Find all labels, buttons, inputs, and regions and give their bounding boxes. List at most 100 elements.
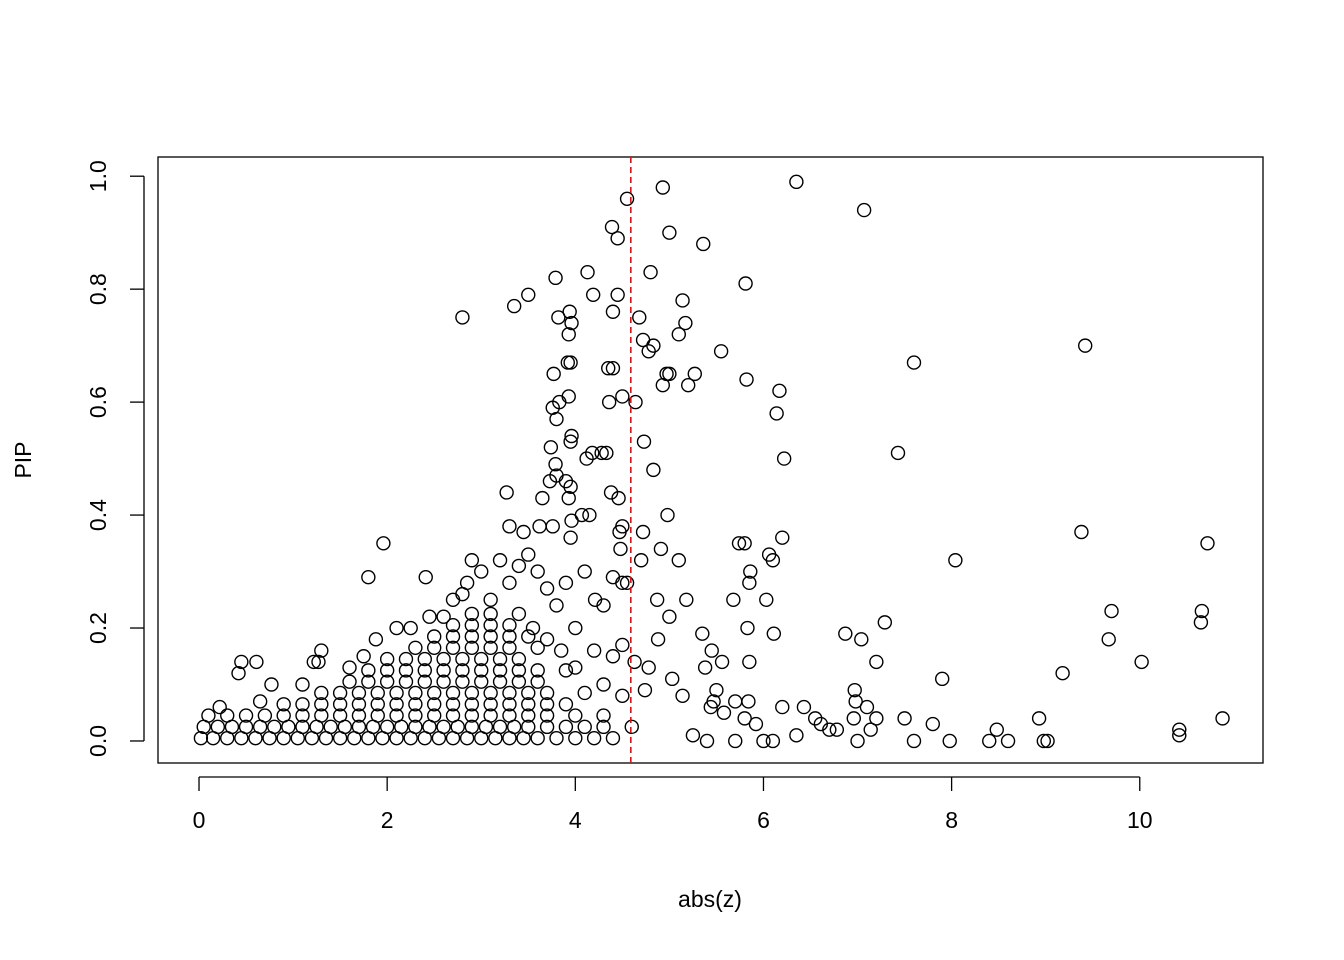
scatter-point	[580, 265, 595, 280]
scatter-point	[370, 697, 385, 712]
scatter-point	[376, 536, 391, 551]
scatter-point	[314, 643, 329, 658]
scatter-point	[743, 564, 758, 579]
scatter-point	[436, 651, 451, 667]
scatter-point	[596, 677, 611, 692]
y-tick-label: 0.6	[85, 386, 111, 418]
scatter-point	[558, 697, 574, 712]
scatter-point	[713, 344, 729, 359]
scatter-point	[474, 564, 489, 579]
scatter-point	[506, 298, 522, 314]
scatter-point	[982, 733, 997, 749]
scatter-point	[549, 730, 564, 746]
scatter-point	[662, 225, 677, 240]
scatter-point	[502, 685, 517, 701]
scatter-point	[418, 569, 433, 585]
scatter-point	[483, 640, 498, 655]
scatter-point	[714, 654, 730, 670]
scatter-point	[379, 651, 395, 667]
scatter-point	[726, 592, 741, 607]
scatter-point	[637, 682, 653, 698]
scatter-point	[483, 685, 498, 701]
scatter-point	[464, 606, 480, 622]
scatter-point	[389, 620, 404, 636]
scatter-point	[646, 338, 661, 353]
scatter-point	[775, 530, 790, 545]
scatter-point	[417, 674, 432, 689]
scatter-point	[332, 708, 348, 723]
scatter-point	[675, 293, 690, 308]
scatter-point	[502, 708, 517, 723]
scatter-point	[582, 507, 597, 523]
scatter-point	[577, 685, 592, 701]
scatter-point	[737, 711, 752, 726]
scatter-point	[436, 674, 451, 689]
scatter-point	[562, 304, 577, 319]
scatter-point	[455, 674, 470, 689]
scatter-point	[605, 569, 621, 585]
scatter-point	[716, 705, 732, 720]
scatter-point	[1074, 524, 1089, 540]
scatter-point	[459, 575, 475, 591]
scatter-point	[511, 558, 527, 574]
scatter-point	[408, 685, 423, 701]
scatter-point	[549, 411, 564, 427]
scatter-point	[615, 389, 630, 404]
scatter-point	[655, 377, 671, 393]
scatter-point	[613, 541, 628, 557]
scatter-point	[662, 366, 677, 382]
scatter-point	[604, 219, 620, 235]
scatter-point	[731, 536, 747, 551]
scatter-point	[671, 327, 686, 342]
scatter-point	[445, 629, 461, 644]
scatter-point	[599, 445, 614, 461]
scatter-point	[499, 485, 514, 500]
scatter-point	[445, 708, 461, 723]
scatter-point	[436, 609, 451, 624]
scatter-point	[695, 626, 710, 641]
scatter-point	[398, 651, 414, 667]
scatter-point	[427, 640, 442, 655]
scatter-point	[942, 733, 957, 749]
scatter-point	[548, 457, 563, 472]
scatter-point	[636, 434, 652, 449]
scatter-point	[546, 366, 561, 382]
scatter-point	[796, 699, 812, 715]
scatter-point	[455, 310, 470, 325]
x-tick-label: 6	[757, 807, 770, 833]
scatter-point	[545, 519, 560, 534]
scatter-point	[610, 231, 625, 246]
x-tick-label: 2	[381, 807, 394, 833]
scatter-point	[542, 473, 558, 489]
scatter-point	[306, 654, 321, 670]
scatter-point	[596, 598, 611, 613]
scatter-point	[351, 685, 367, 701]
scatter-point	[789, 728, 804, 743]
scatter-point	[687, 366, 702, 382]
scatter-point	[704, 643, 719, 658]
scatter-point	[769, 406, 784, 421]
scatter-point	[675, 688, 690, 703]
scatter-point	[869, 711, 884, 726]
scatter-point	[516, 524, 531, 540]
scatter-point	[539, 581, 555, 596]
scatter-point	[685, 728, 701, 743]
scatter-point	[728, 733, 743, 749]
scatter-point	[808, 711, 823, 726]
scatter-point	[789, 174, 804, 190]
scatter-point	[1104, 603, 1119, 619]
scatter-point	[464, 708, 480, 723]
scatter-point	[776, 451, 792, 466]
scatter-point	[361, 674, 376, 689]
scatter-point	[238, 708, 254, 723]
scatter-point	[511, 663, 527, 678]
scatter-point	[561, 490, 576, 506]
scatter-point	[492, 663, 508, 678]
scatter-point	[568, 708, 583, 723]
scatter-point	[521, 629, 536, 644]
scatter-point	[502, 640, 517, 655]
scatter-point	[342, 674, 357, 689]
scatter-point	[464, 617, 480, 633]
scatter-point	[850, 733, 865, 749]
scatter-point	[759, 592, 774, 607]
